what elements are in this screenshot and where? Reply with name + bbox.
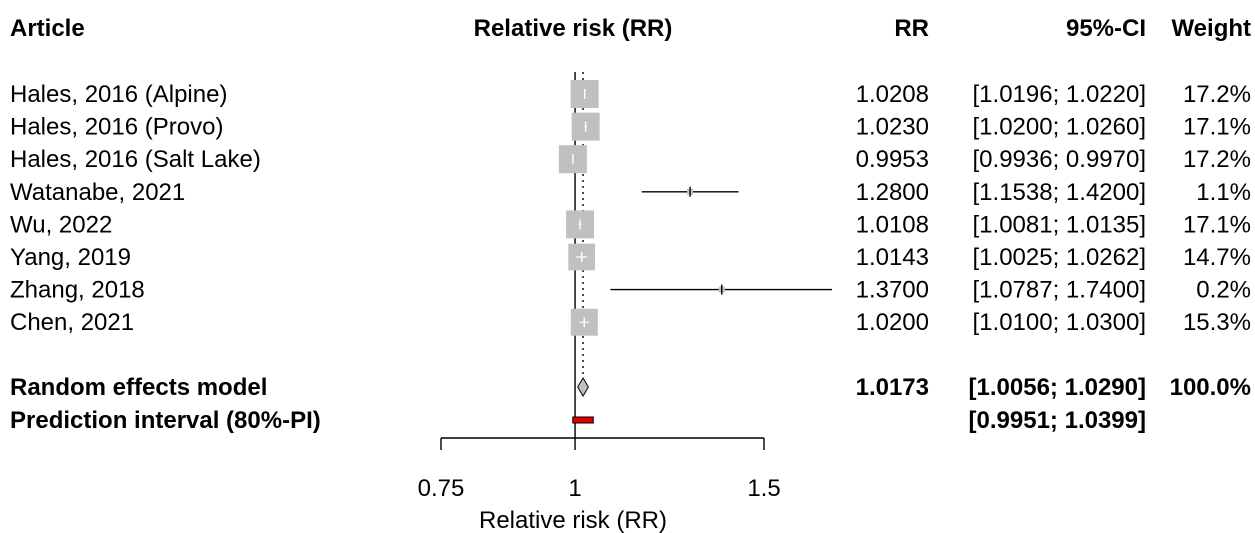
study-ci-value: [1.1538; 1.4200]: [973, 179, 1146, 206]
header-ci: 95%-CI: [1066, 15, 1146, 42]
study-rows: Hales, 2016 (Alpine) 1.0208 [1.0196; 1.022…: [10, 80, 1251, 336]
study-row: Chen, 2021 1.0200 [1.0100; 1.0300] 15.3%: [10, 308, 1251, 336]
header-rr: RR: [894, 15, 929, 42]
study-weight-value: 1.1%: [1196, 179, 1251, 206]
x-axis: 0.75 1 1.5: [418, 437, 781, 502]
study-row: Watanabe, 2021 1.2800 [1.1538; 1.4200] 1.1%: [10, 179, 1251, 206]
x-axis-tick-label: 1: [568, 475, 581, 502]
study-rr-value: 1.0108: [856, 211, 929, 238]
study-article-label: Hales, 2016 (Alpine): [10, 81, 227, 108]
study-weight-value: 17.2%: [1183, 81, 1251, 108]
study-weight-value: 17.2%: [1183, 146, 1251, 173]
x-axis-tick-label: 0.75: [418, 475, 465, 502]
study-row: Hales, 2016 (Provo) 1.0230 [1.0200; 1.0260…: [10, 112, 1251, 141]
study-article-label: Watanabe, 2021: [10, 179, 185, 206]
pooled-label: Random effects model: [10, 374, 267, 401]
study-weight-value: 17.1%: [1183, 114, 1251, 141]
header-weight: Weight: [1171, 15, 1251, 42]
study-row: Yang, 2019 1.0143 [1.0025; 1.0262] 14.7%: [10, 243, 1251, 271]
study-weight-value: 17.1%: [1183, 211, 1251, 238]
summary-rows: Random effects model 1.0173 [1.0056; 1.029…: [10, 374, 1251, 434]
study-rr-value: 1.2800: [856, 179, 929, 206]
study-ci-value: [1.0787; 1.7400]: [973, 277, 1146, 304]
study-row: Hales, 2016 (Salt Lake) 0.9953 [0.9936; 0.…: [10, 145, 1251, 174]
study-rr-value: 1.0208: [856, 81, 929, 108]
study-ci-value: [1.0081; 1.0135]: [973, 211, 1146, 238]
study-weight-value: 14.7%: [1183, 244, 1251, 271]
study-ci-value: [0.9936; 0.9970]: [973, 146, 1146, 173]
study-rr-value: 1.0200: [856, 309, 929, 336]
study-rr-value: 0.9953: [856, 146, 929, 173]
prediction-interval-row: Prediction interval (80%-PI) [0.9951; 1.0…: [10, 407, 1146, 434]
header-article: Article: [10, 15, 85, 42]
x-axis-tick-label: 1.5: [747, 475, 780, 502]
pooled-weight-value: 100.0%: [1170, 374, 1251, 401]
study-row: Hales, 2016 (Alpine) 1.0208 [1.0196; 1.022…: [10, 80, 1251, 108]
study-article-label: Hales, 2016 (Provo): [10, 114, 223, 141]
study-article-label: Hales, 2016 (Salt Lake): [10, 146, 261, 173]
study-article-label: Wu, 2022: [10, 211, 112, 238]
study-weight-value: 0.2%: [1196, 277, 1251, 304]
x-axis-label: Relative risk (RR): [479, 507, 667, 533]
pooled-row: Random effects model 1.0173 [1.0056; 1.029…: [10, 374, 1251, 401]
prediction-interval-label: Prediction interval (80%-PI): [10, 407, 321, 434]
pooled-diamond: [577, 377, 589, 397]
study-ci-value: [1.0025; 1.0262]: [973, 244, 1146, 271]
study-row: Zhang, 2018 1.3700 [1.0787; 1.7400] 0.2%: [10, 277, 1251, 304]
study-rr-value: 1.0230: [856, 114, 929, 141]
study-article-label: Chen, 2021: [10, 309, 134, 336]
study-article-label: Zhang, 2018: [10, 277, 145, 304]
header-plot-title: Relative risk (RR): [474, 15, 673, 42]
study-rr-value: 1.3700: [856, 277, 929, 304]
study-rr-value: 1.0143: [856, 244, 929, 271]
study-article-label: Yang, 2019: [10, 244, 131, 271]
pooled-ci-value: [1.0056; 1.0290]: [969, 374, 1146, 401]
study-ci-value: [1.0100; 1.0300]: [973, 309, 1146, 336]
study-ci-value: [1.0200; 1.0260]: [973, 114, 1146, 141]
prediction-interval-bar: [572, 416, 594, 424]
pooled-rr-value: 1.0173: [856, 374, 929, 401]
prediction-interval-ci-value: [0.9951; 1.0399]: [969, 407, 1146, 434]
study-ci-value: [1.0196; 1.0220]: [973, 81, 1146, 108]
study-row: Wu, 2022 1.0108 [1.0081; 1.0135] 17.1%: [10, 210, 1251, 238]
study-weight-value: 15.3%: [1183, 309, 1251, 336]
